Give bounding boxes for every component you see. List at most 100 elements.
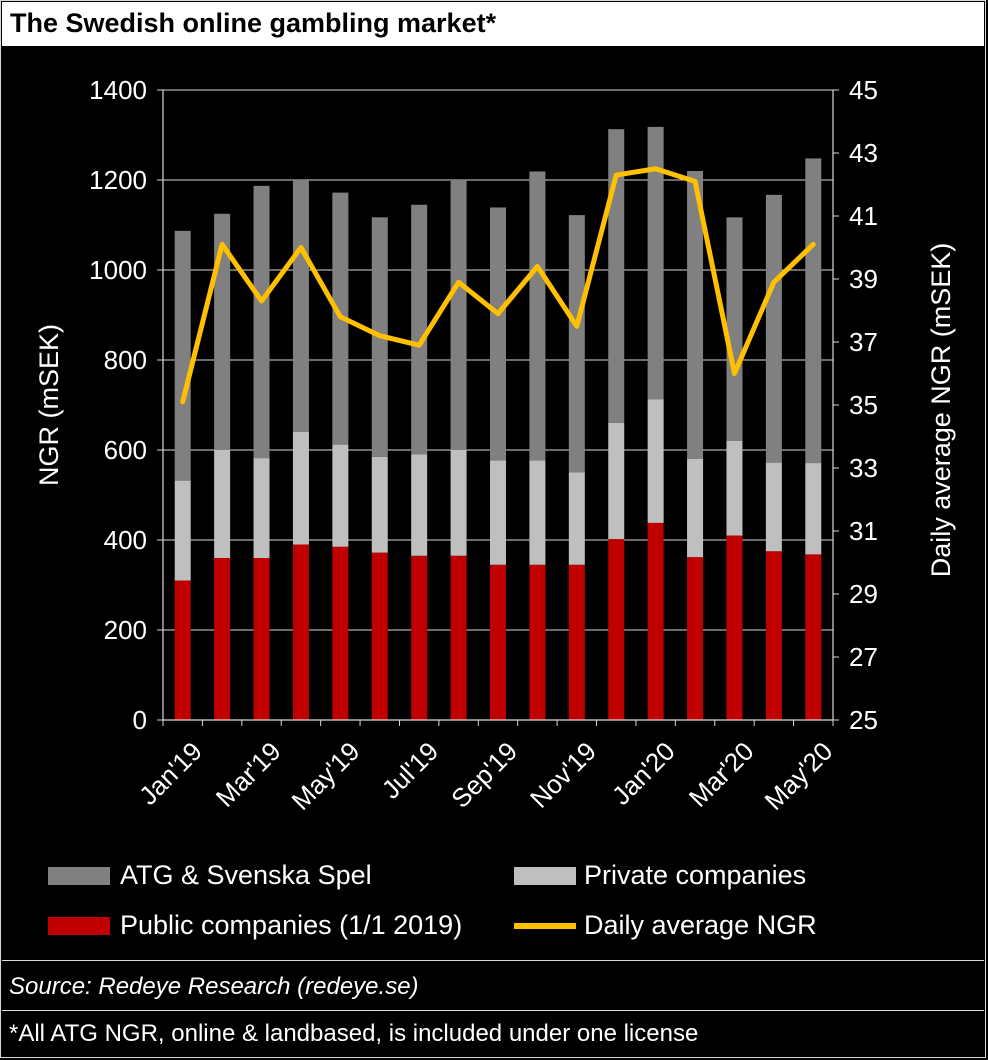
y2-tick-label: 45 — [849, 75, 878, 105]
bar-segment — [214, 558, 231, 720]
tick-labels: 0 200 400 600 800 1000 1200 1400 25 27 29 31 33 35 37 3… — [89, 75, 878, 816]
x-tick-label: Jan'19 — [133, 736, 208, 811]
bar-segment — [687, 459, 704, 558]
y-tick-label: 200 — [104, 615, 147, 645]
bar-segment — [608, 129, 625, 423]
bar-segment — [726, 535, 743, 720]
x-tick-label: Mar'20 — [683, 736, 760, 813]
legend-swatch-line — [514, 923, 576, 929]
divider-top — [2, 960, 984, 961]
source-note: Source: Redeye Research (redeye.se) — [9, 973, 419, 1000]
y2-tick-label: 43 — [849, 138, 878, 168]
bar-segment — [292, 432, 309, 545]
y-tick-label: 1200 — [89, 165, 147, 195]
bar-segment — [411, 454, 428, 556]
bar-segment — [253, 558, 270, 720]
bar-segment — [529, 460, 546, 565]
y-tick-label: 1000 — [89, 255, 147, 285]
x-tick-label: May'20 — [758, 736, 838, 816]
bar-segment — [253, 458, 270, 558]
x-tick-label: Mar'19 — [210, 736, 287, 813]
y2-tick-label: 29 — [849, 579, 878, 609]
legend-swatch-atg — [48, 867, 110, 885]
x-tick-label: Sep'19 — [445, 736, 523, 814]
legend-label-private: Private companies — [584, 860, 807, 890]
bar-segment — [174, 230, 191, 481]
bar-segment — [647, 399, 664, 523]
bar-segment — [490, 207, 506, 461]
y-tick-label: 800 — [104, 345, 147, 375]
bar-segment — [371, 552, 388, 720]
y2-tick-label: 41 — [849, 201, 878, 231]
divider-bottom — [2, 1010, 984, 1011]
bar-segment — [292, 544, 309, 720]
legend-label-atg: ATG & Svenska Spel — [120, 860, 372, 890]
y2-tick-label: 31 — [849, 516, 878, 546]
chart-title: The Swedish online gambling market* — [10, 8, 497, 38]
y2-tick-label: 27 — [849, 642, 878, 672]
bar-segment — [450, 180, 467, 450]
bar-segment — [568, 215, 585, 473]
bar-segment — [174, 480, 191, 581]
bar-segment — [371, 456, 388, 553]
bar-segment — [687, 557, 704, 720]
bar-segment — [411, 204, 428, 455]
bar-segment — [608, 539, 625, 720]
bar-segment — [608, 423, 625, 540]
bar-segment — [805, 554, 822, 720]
y-axis-title: NGR (mSEK) — [34, 324, 64, 486]
bar-segment — [765, 194, 782, 463]
y2-tick-label: 37 — [849, 327, 878, 357]
bar-segment — [253, 185, 270, 459]
y-tick-label: 0 — [133, 705, 147, 735]
bar-segment — [450, 450, 467, 556]
bar-segment — [568, 472, 585, 565]
y2-tick-label: 35 — [849, 390, 878, 420]
y-tick-label: 400 — [104, 525, 147, 555]
legend-swatch-private — [514, 867, 576, 885]
bar-segment — [568, 564, 585, 720]
bar-segment — [490, 460, 506, 565]
x-tick-label: Nov'19 — [524, 736, 602, 814]
bar-segment — [292, 180, 309, 432]
axes — [157, 89, 839, 726]
bar-segment — [805, 463, 822, 555]
legend-label-line: Daily average NGR — [584, 910, 817, 940]
bar-segment — [726, 441, 743, 536]
bar-segment — [332, 546, 349, 720]
axis-labels: NGR (mSEK) Daily average NGR (mSEK) — [34, 243, 956, 578]
bar-segment — [450, 555, 467, 720]
y2-tick-label: 25 — [849, 705, 878, 735]
legend-label-public: Public companies (1/1 2019) — [120, 910, 463, 940]
x-tick-label: Jan'20 — [606, 736, 681, 811]
bar-segment — [529, 564, 546, 720]
y-tick-label: 1400 — [89, 75, 147, 105]
bar-segment — [647, 522, 664, 720]
bar-segment — [174, 580, 191, 720]
chart-svg: 0 200 400 600 800 1000 1200 1400 25 27 29 31 33 35 37 3… — [34, 75, 956, 816]
y-tick-label: 600 — [104, 435, 147, 465]
bars — [174, 126, 822, 720]
bar-segment — [687, 171, 704, 459]
bar-segment — [805, 158, 822, 464]
y2-tick-label: 39 — [849, 264, 878, 294]
bar-segment — [214, 213, 231, 450]
bar-segment — [490, 564, 506, 720]
x-tick-label: May'19 — [286, 736, 366, 816]
legend-swatch-public — [48, 917, 110, 935]
bar-segment — [765, 462, 782, 552]
bar-segment — [765, 551, 782, 720]
x-tick-label: Jul'19 — [376, 736, 445, 805]
bar-segment — [529, 171, 546, 461]
bar-segment — [411, 555, 428, 720]
title-bar: The Swedish online gambling market* — [2, 2, 984, 46]
bar-segment — [332, 444, 349, 547]
ngr-line — [180, 166, 816, 405]
bar-segment — [214, 450, 231, 558]
footnote: *All ATG NGR, online & landbased, is inc… — [9, 1020, 699, 1047]
y2-axis-title: Daily average NGR (mSEK) — [926, 243, 956, 578]
y2-tick-label: 33 — [849, 453, 878, 483]
bar-segment — [647, 126, 664, 400]
bar-segment — [726, 217, 743, 441]
